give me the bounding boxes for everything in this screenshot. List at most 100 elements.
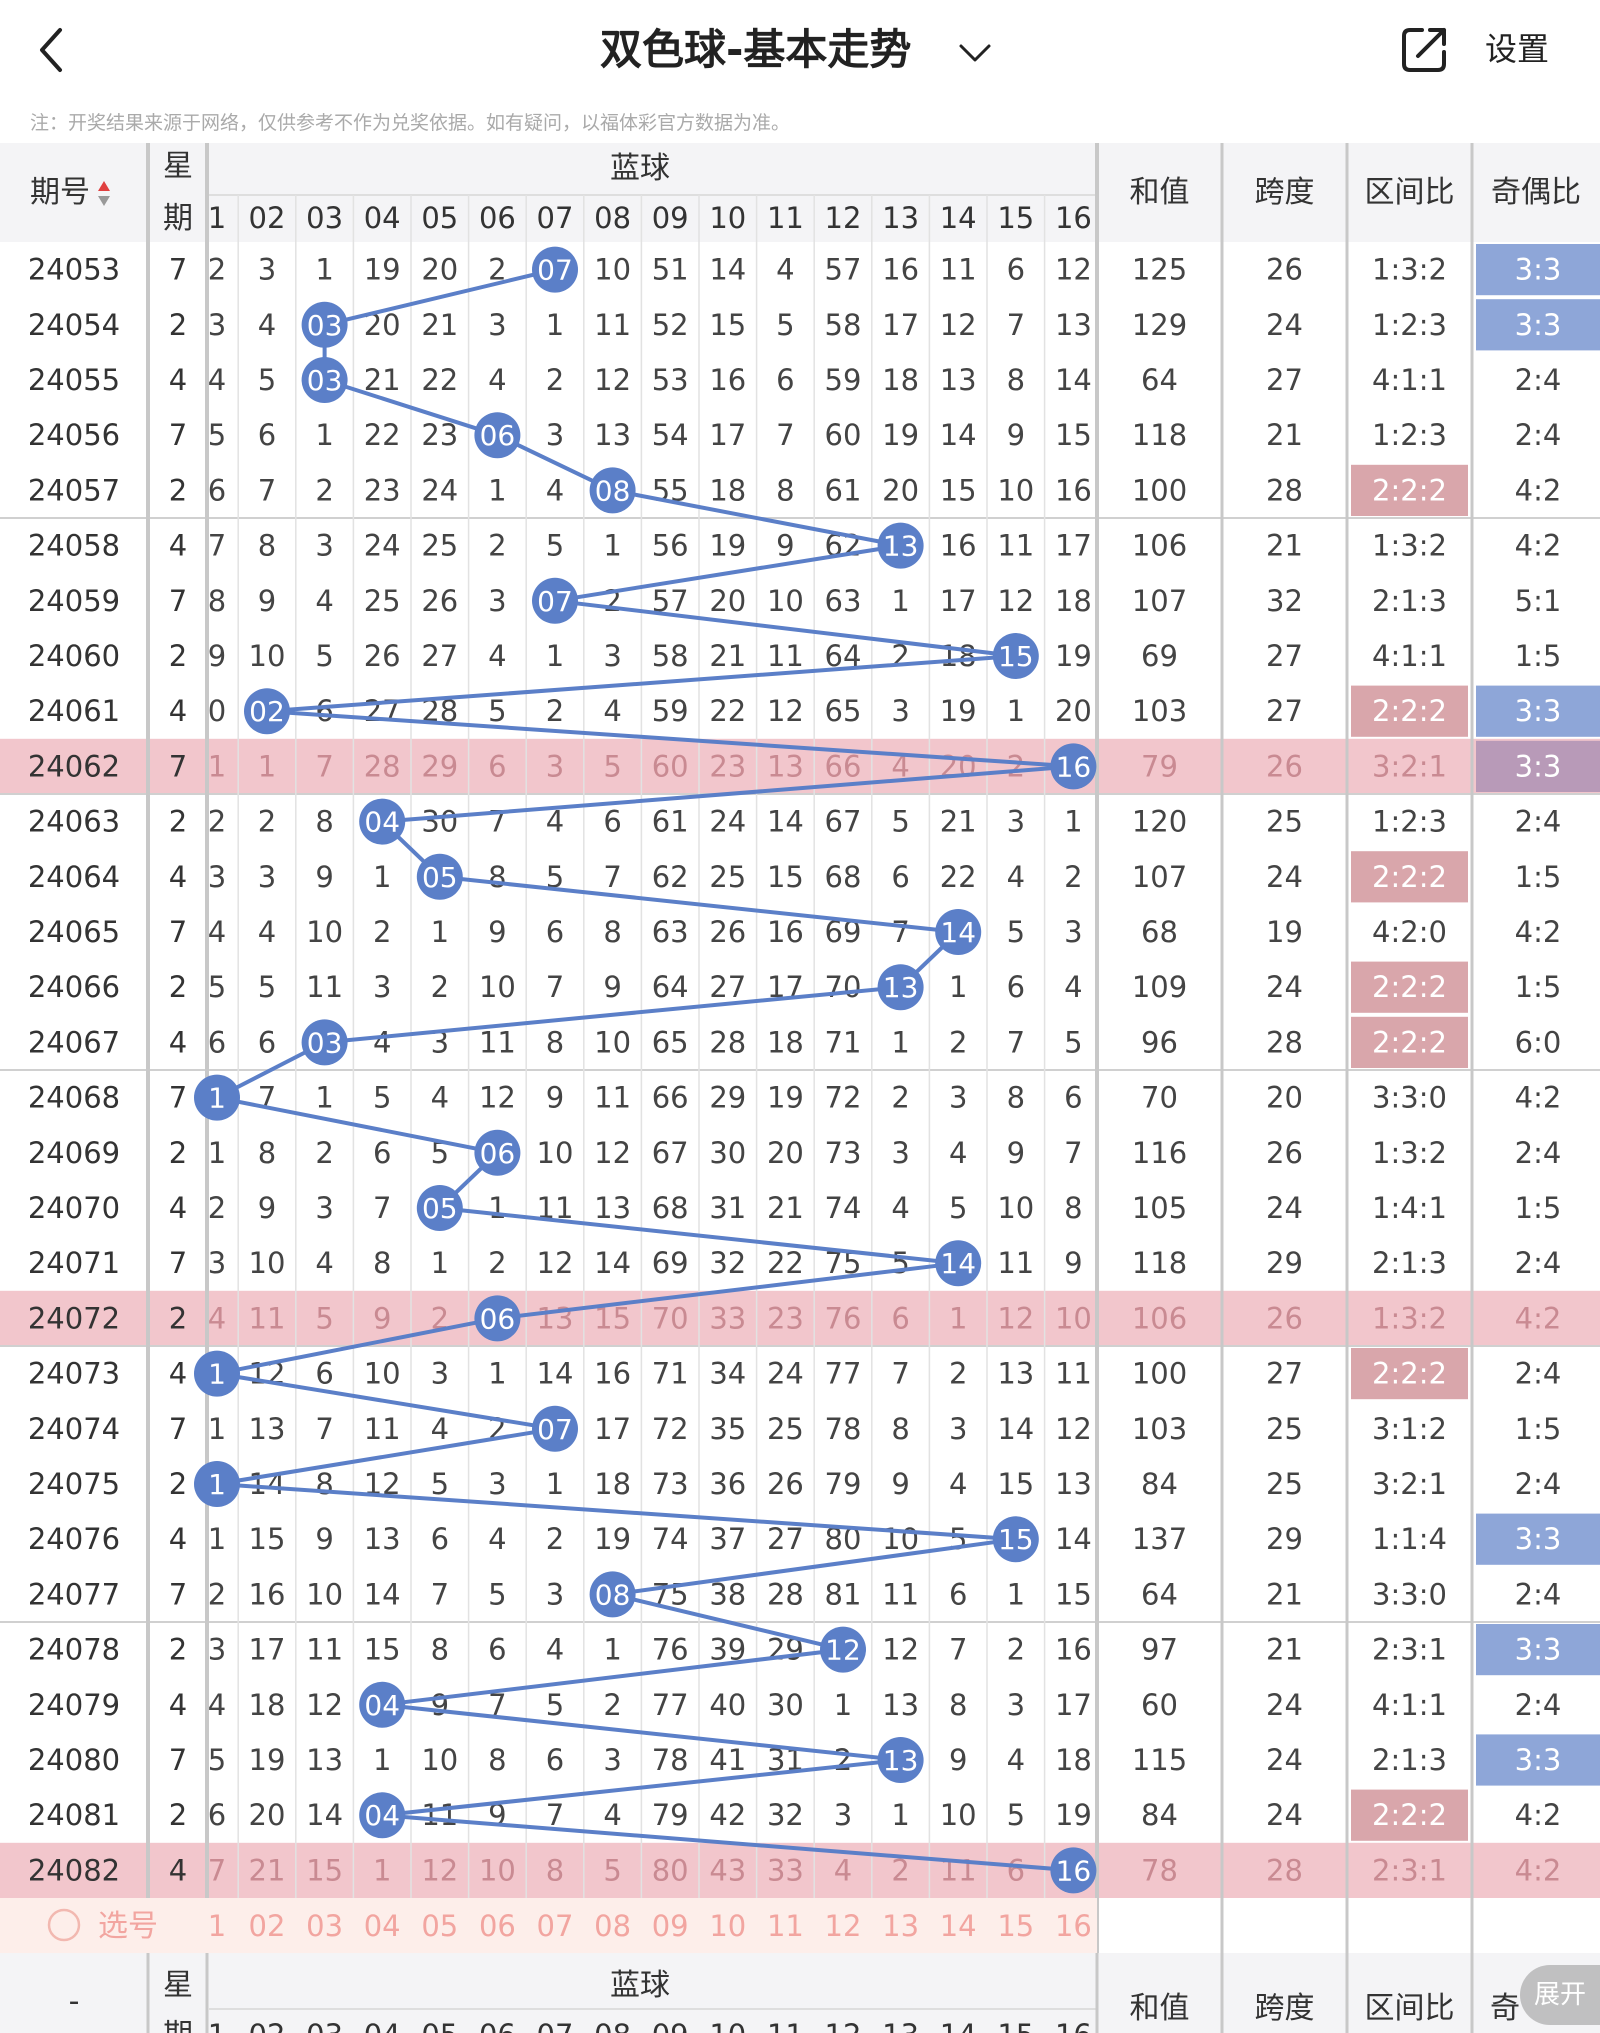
blue-ball[interactable] (301, 1019, 348, 1066)
select-ball-9[interactable]: 09 (652, 1909, 689, 1943)
select-ball-8[interactable]: 08 (594, 1909, 631, 1943)
miss-count: 22 (364, 418, 401, 452)
blue-ball[interactable] (1050, 743, 1097, 790)
select-ball-14[interactable]: 14 (940, 1909, 977, 1943)
miss-count: 6 (488, 749, 506, 783)
sum-value: 69 (1141, 639, 1178, 673)
miss-count: 10 (882, 1522, 919, 1556)
blue-ball[interactable] (474, 412, 521, 459)
select-ball-13[interactable]: 13 (882, 1909, 919, 1943)
ball-header-7[interactable]: 07 (537, 201, 574, 235)
expand-button[interactable]: 展开 (1520, 1965, 1600, 2025)
blue-ball[interactable] (301, 301, 348, 348)
ball-header-6[interactable]: 06 (479, 201, 516, 235)
span-value: 24 (1266, 308, 1303, 342)
select-ball-4[interactable]: 04 (364, 1909, 401, 1943)
miss-count: 4 (949, 1467, 967, 1501)
ball-header-13[interactable]: 13 (882, 201, 919, 235)
blue-ball[interactable] (194, 1350, 240, 1397)
ball-header-5[interactable]: 05 (421, 201, 458, 235)
ball-header-16[interactable]: 16 (1055, 201, 1092, 235)
blue-ball[interactable] (589, 1571, 636, 1618)
blue-ball[interactable] (877, 522, 924, 569)
blue-ball[interactable] (359, 1792, 406, 1839)
blue-ball[interactable] (301, 357, 348, 403)
ball-header-3[interactable]: 03 (306, 201, 343, 235)
miss-count: 1 (315, 1081, 333, 1115)
select-ball-3[interactable]: 03 (306, 1909, 343, 1943)
blue-ball[interactable] (532, 246, 578, 293)
select-ball-11[interactable]: 11 (767, 1909, 804, 1943)
blue-ball[interactable] (877, 1737, 924, 1783)
blue-ball[interactable] (194, 1074, 240, 1121)
select-ball-1[interactable]: 1 (208, 1909, 226, 1943)
ball-header-1[interactable]: 1 (208, 201, 226, 235)
blue-ball[interactable] (244, 688, 290, 735)
span-value: 21 (1266, 1633, 1303, 1667)
ball-header-8[interactable]: 08 (594, 201, 631, 235)
select-label[interactable]: 选号 (98, 1909, 158, 1944)
back-button[interactable] (30, 22, 80, 78)
blue-ball[interactable] (877, 964, 924, 1011)
blue-ball[interactable] (935, 909, 982, 955)
ball-header-4[interactable]: 04 (364, 201, 401, 235)
miss-count: 5 (891, 1246, 909, 1280)
select-ball-6[interactable]: 06 (479, 1909, 516, 1943)
blue-ball[interactable] (194, 1461, 240, 1507)
select-ball-7[interactable]: 07 (537, 1909, 574, 1943)
span-value: 27 (1266, 694, 1303, 728)
blue-ball[interactable] (416, 853, 463, 900)
ball-header-14[interactable]: 14 (940, 201, 977, 235)
sort-up-icon[interactable] (98, 181, 110, 191)
title-dropdown[interactable]: 双色球-基本走势 (600, 20, 1020, 80)
oddeven-ratio: 3:3 (1515, 253, 1562, 287)
miss-count: 7 (1007, 1025, 1025, 1059)
miss-count: 6 (546, 1743, 564, 1777)
select-ball-12[interactable]: 12 (825, 1909, 862, 1943)
oddeven-ratio: 1:5 (1515, 639, 1562, 673)
oddeven-ratio: 4:2 (1515, 1081, 1562, 1115)
oddeven-highlight-cell (1476, 740, 1600, 792)
settings-button[interactable]: 设置 (1485, 30, 1550, 68)
ball-header-15[interactable]: 15 (997, 201, 1034, 235)
blue-ball[interactable] (532, 1405, 578, 1452)
blue-ball[interactable] (359, 1681, 406, 1728)
zone-highlight-cell (1351, 685, 1468, 737)
miss-count: 3 (208, 860, 226, 894)
miss-count: 2 (949, 1025, 967, 1059)
select-ball-16[interactable]: 16 (1055, 1909, 1092, 1943)
blue-ball[interactable] (820, 1626, 866, 1673)
blue-ball[interactable] (474, 1295, 521, 1342)
oddeven-highlight-cell (1476, 685, 1600, 737)
blue-ball[interactable] (1050, 1847, 1097, 1894)
select-ball-5[interactable]: 05 (421, 1909, 458, 1943)
blue-ball[interactable] (474, 1129, 521, 1176)
weekday: 2 (169, 1798, 187, 1832)
blue-ball[interactable] (589, 467, 636, 514)
blue-ball[interactable] (532, 577, 578, 624)
select-ball-15[interactable]: 15 (997, 1909, 1034, 1943)
blue-ball[interactable] (359, 798, 406, 845)
ball-header-2[interactable]: 02 (249, 201, 286, 235)
select-ball-10[interactable]: 10 (709, 1909, 746, 1943)
blue-ball[interactable] (416, 1185, 463, 1231)
ball-header-10[interactable]: 10 (709, 201, 746, 235)
ball-header-11[interactable]: 11 (767, 201, 804, 235)
ball-header-12[interactable]: 12 (825, 201, 862, 235)
issue-number: 24054 (28, 308, 120, 342)
blue-ball[interactable] (992, 633, 1039, 679)
weekday: 7 (169, 1577, 187, 1611)
miss-count: 52 (652, 308, 689, 342)
blue-ball-number: 02 (249, 695, 285, 728)
miss-count: 41 (709, 1743, 746, 1777)
sort-down-icon[interactable] (98, 196, 110, 206)
select-radio[interactable] (47, 1908, 81, 1942)
miss-count: 11 (1055, 1357, 1092, 1391)
blue-ball[interactable] (935, 1240, 982, 1287)
ball-header-9[interactable]: 09 (652, 201, 689, 235)
miss-count: 3 (431, 1025, 449, 1059)
blue-ball[interactable] (992, 1516, 1039, 1563)
miss-count: 14 (767, 805, 804, 839)
share-button[interactable] (1400, 24, 1450, 74)
select-ball-2[interactable]: 02 (249, 1909, 286, 1943)
